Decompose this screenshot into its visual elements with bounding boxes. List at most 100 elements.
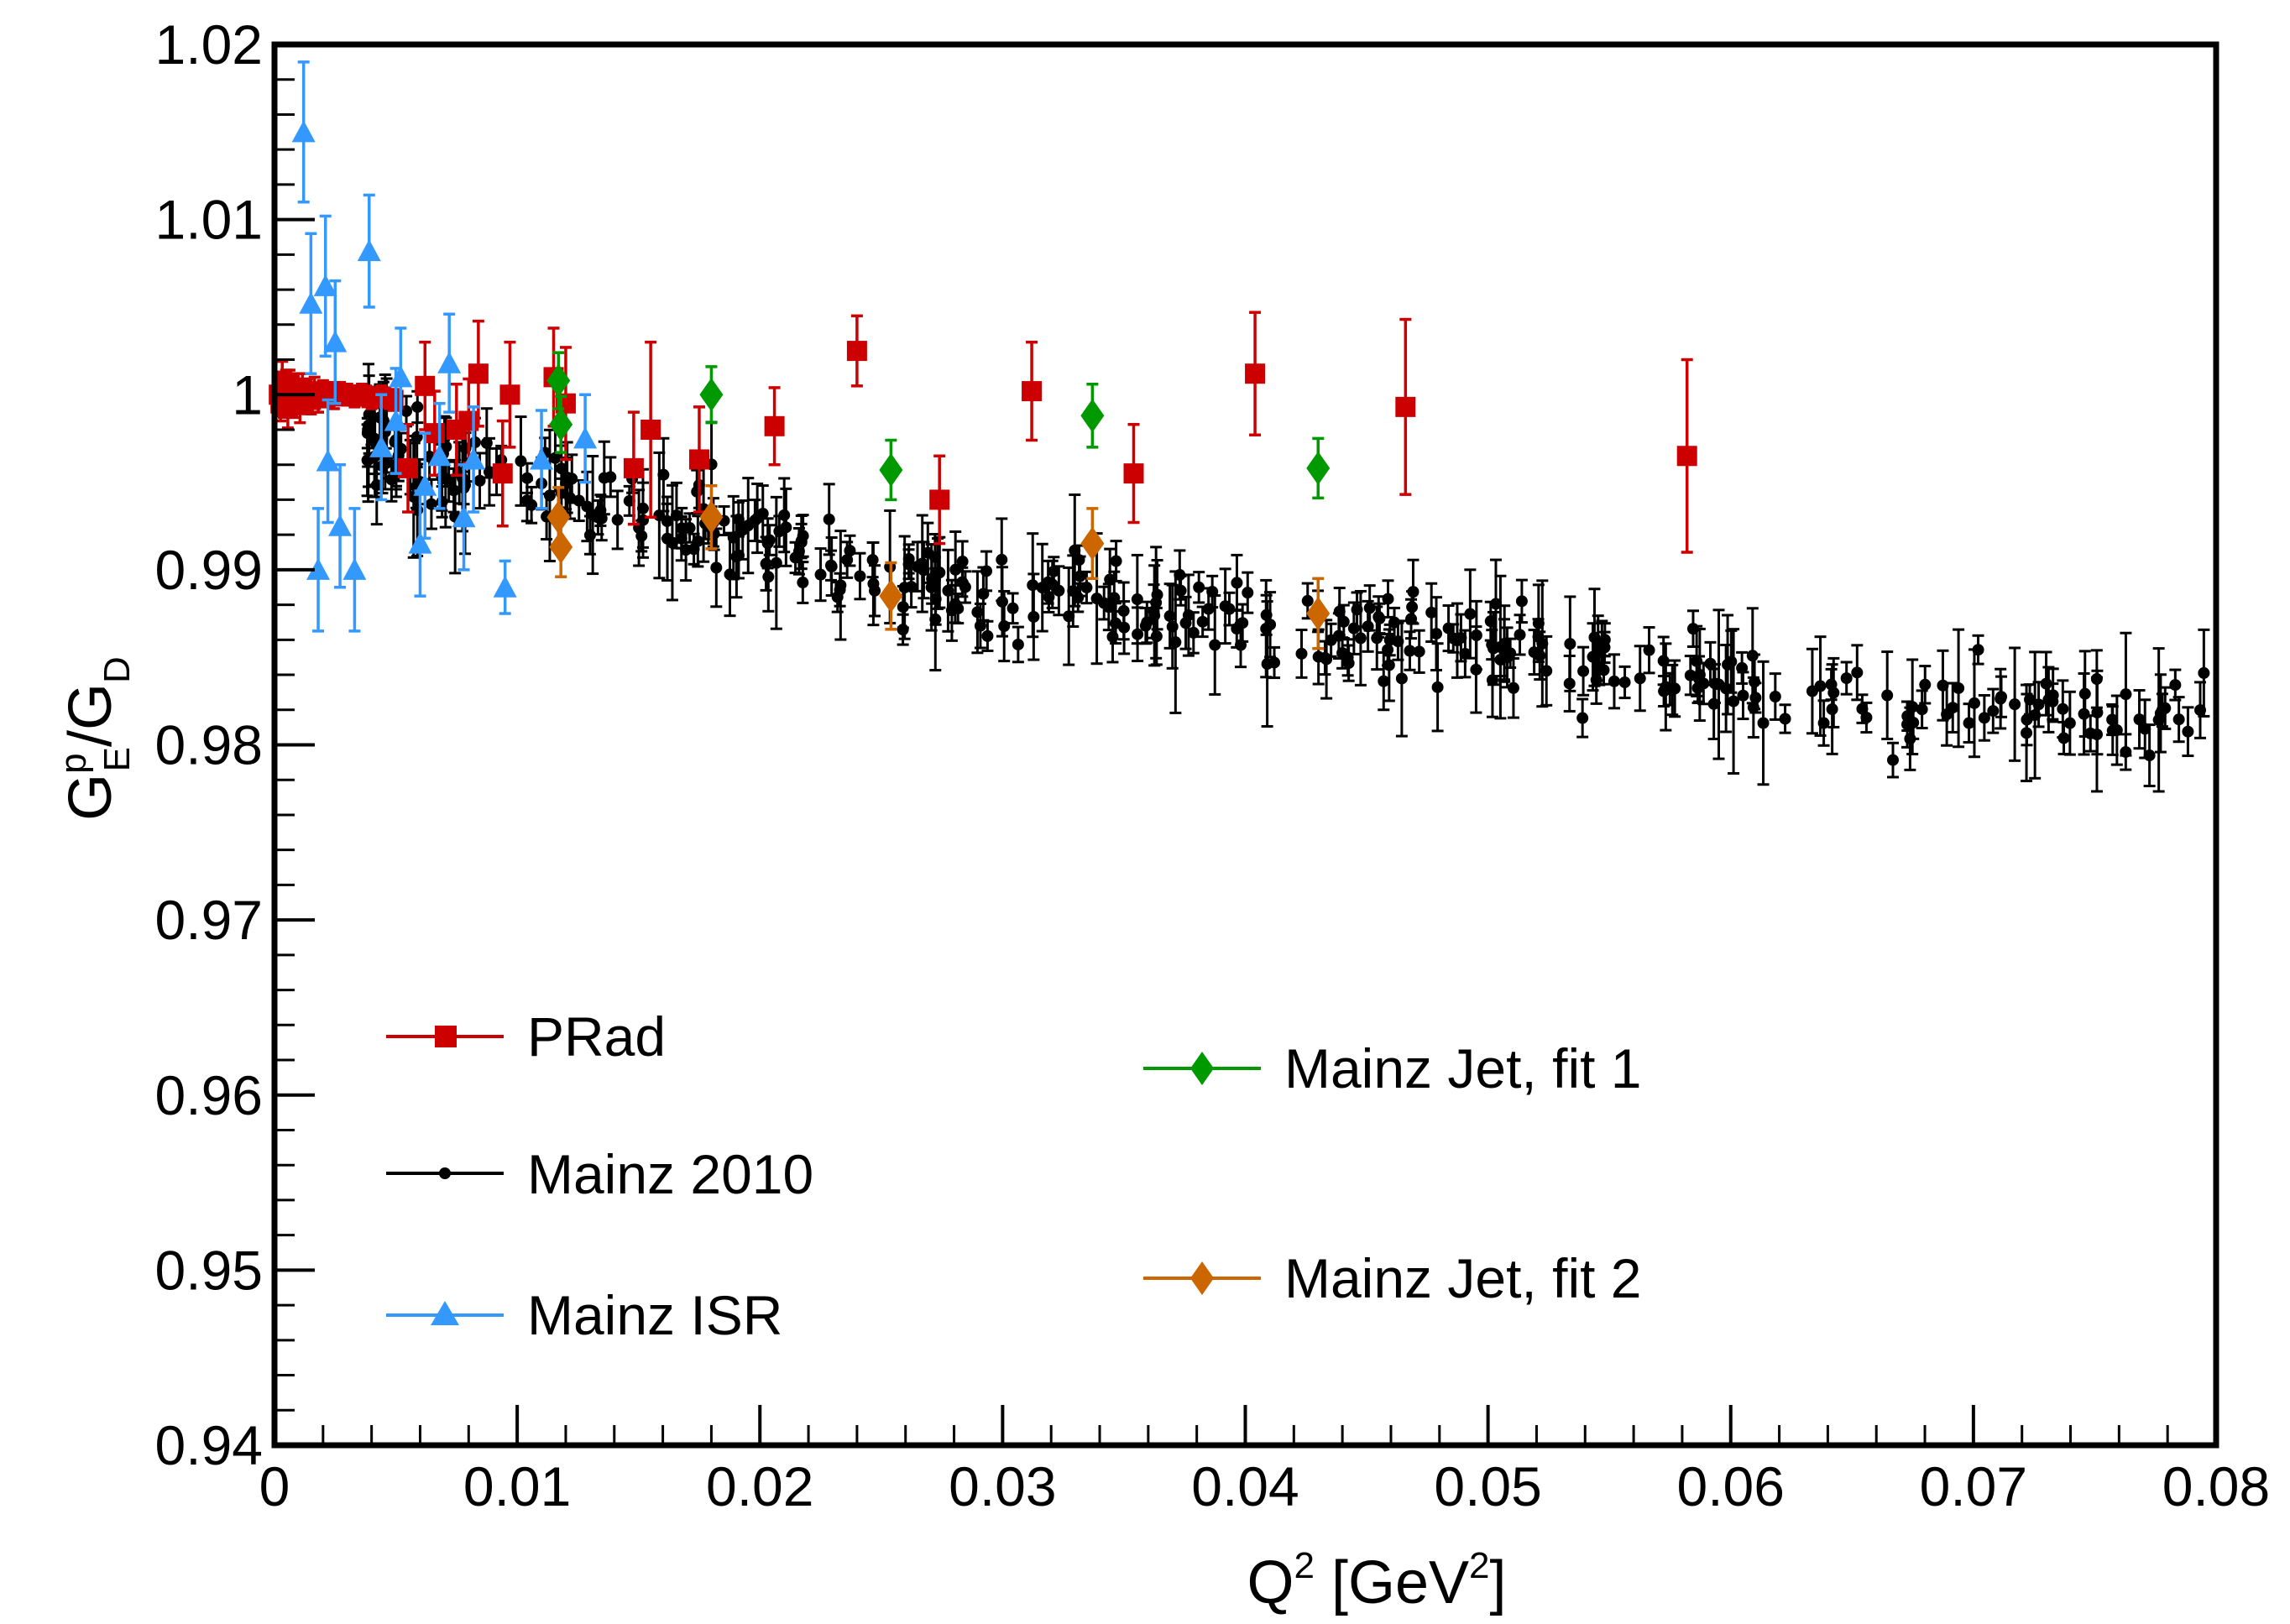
mainz-2010-point xyxy=(1757,717,1770,729)
mainz-2010-point xyxy=(1919,678,1932,691)
mainz-2010-point xyxy=(661,514,673,527)
mainz-2010-point xyxy=(395,442,407,455)
mainz-2010-point xyxy=(1012,638,1024,650)
mainz-2010-point xyxy=(2182,725,2194,738)
mainz-2010-point xyxy=(1382,644,1394,656)
mainz-2010-point xyxy=(1904,733,1916,745)
mainz-2010-point xyxy=(1881,689,1894,702)
mainz-2010-point xyxy=(897,601,909,614)
mainz-2010-point xyxy=(1779,713,1791,725)
mainz-2010-point xyxy=(1588,631,1601,644)
y-tick-label: 0.94 xyxy=(155,1414,263,1476)
mainz-2010-point xyxy=(1196,615,1209,628)
mainz-2010-point xyxy=(2063,717,2076,729)
prad-point xyxy=(1395,396,1416,417)
mainz-2010-point xyxy=(1901,718,1914,731)
mainz-2010-point xyxy=(1886,754,1899,766)
mainz-2010-point xyxy=(795,535,808,547)
mainz-2010-point xyxy=(974,619,986,632)
mainz-2010-point xyxy=(1027,610,1040,623)
mainz-2010-point xyxy=(520,472,533,484)
mainz-2010-point xyxy=(1080,582,1093,594)
mainz-2010-point xyxy=(760,557,772,570)
prad-point xyxy=(499,384,520,405)
mainz-2010-point xyxy=(657,468,670,481)
mainz-2010-point xyxy=(1395,672,1408,685)
mainz-2010-point xyxy=(1073,554,1085,567)
legend-item-mainz-2010: Mainz 2010 xyxy=(386,1143,813,1205)
mainz-jet-fit-1-point xyxy=(1306,451,1331,485)
mainz-2010-point xyxy=(1769,691,1781,703)
y-title-sub: E xyxy=(97,747,138,771)
mainz-jet-fit-1-point xyxy=(1080,399,1105,433)
x-title-end: ] xyxy=(1490,1549,1507,1616)
mainz-jet-fit-1-point xyxy=(879,452,903,487)
mainz-2010-point xyxy=(1826,702,1838,715)
mainz-2010-point xyxy=(1063,610,1075,623)
mainz-2010-point xyxy=(1268,656,1281,669)
mainz-2010-point xyxy=(1704,657,1717,670)
mainz-2010-point xyxy=(440,441,452,453)
mainz-2010-point xyxy=(2040,677,2052,690)
mainz-2010-point xyxy=(1295,647,1308,660)
mainz-2010-point xyxy=(1736,661,1749,674)
mainz-2010-point xyxy=(1840,672,1853,685)
mainz-2010-point xyxy=(1937,679,1949,692)
mainz-2010-point xyxy=(611,514,624,526)
mainz-2010-point xyxy=(1749,692,1762,704)
mainz-jet-fit-2-point xyxy=(699,500,724,535)
mainz-2010-point xyxy=(1666,684,1679,697)
mainz-2010-point xyxy=(931,567,944,580)
mainz-2010-point xyxy=(1470,629,1482,641)
mainz-2010-point xyxy=(922,546,934,559)
mainz-2010-point xyxy=(1231,577,1243,589)
mainz-2010-point xyxy=(604,471,617,483)
mainz-2010-point xyxy=(666,536,678,549)
mainz-2010-point xyxy=(1069,544,1081,556)
mainz-2010-point xyxy=(581,500,593,513)
mainz-2010-point xyxy=(1131,593,1143,606)
mainz-jet-fit-1-point xyxy=(546,363,571,398)
mainz-2010-point xyxy=(778,509,791,521)
series-mainz-jet-fit-2 xyxy=(546,483,1331,650)
legend-item-mainz-isr: Mainz ISR xyxy=(386,1284,782,1346)
prad-point xyxy=(458,410,479,431)
mainz-2010-point xyxy=(379,457,392,470)
mainz-2010-point xyxy=(1373,612,1386,624)
mainz-2010-point xyxy=(543,489,556,502)
mainz-2010-point xyxy=(1447,632,1460,645)
mainz-2010-point xyxy=(2143,749,2156,762)
legend-item-mainz-jet-fit-2: Mainz Jet, fit 2 xyxy=(1143,1247,1642,1309)
mainz-2010-point xyxy=(911,561,923,573)
mainz-2010-point xyxy=(442,475,455,488)
mainz-isr-point xyxy=(573,426,598,449)
prad-point xyxy=(1245,363,1266,384)
mainz-2010-point xyxy=(1371,632,1383,645)
mainz-2010-point xyxy=(1110,555,1122,567)
y-tick-label: 1 xyxy=(232,363,263,426)
prad-point xyxy=(929,489,950,510)
legend-item-prad: PRad xyxy=(386,1005,666,1068)
mainz-2010-point xyxy=(770,556,782,569)
mainz-2010-point xyxy=(1036,582,1048,594)
prad-point xyxy=(415,375,436,396)
mainz-2010-point xyxy=(1219,600,1231,613)
mainz-2010-point xyxy=(1709,677,1722,690)
mainz-2010-point xyxy=(949,563,962,576)
mainz-2010-point xyxy=(1634,672,1646,685)
mainz-isr-point xyxy=(357,239,381,262)
mainz-2010-point xyxy=(1590,674,1602,687)
data-series xyxy=(269,60,1697,650)
prad-point xyxy=(468,363,489,384)
mainz-2010-point xyxy=(1301,594,1314,607)
mainz-2010-point xyxy=(1827,687,1840,699)
x-tick-label: 0 xyxy=(259,1455,290,1517)
mainz-isr-point xyxy=(389,365,413,388)
mainz-2010-point xyxy=(635,530,648,542)
mainz-2010-point xyxy=(814,568,827,581)
mainz-2010-point xyxy=(1608,675,1620,687)
mainz-2010-point xyxy=(1260,608,1273,621)
mainz-2010-point xyxy=(1242,587,1254,599)
mainz-2010-point xyxy=(691,485,703,498)
mainz-2010-point xyxy=(996,553,1008,566)
